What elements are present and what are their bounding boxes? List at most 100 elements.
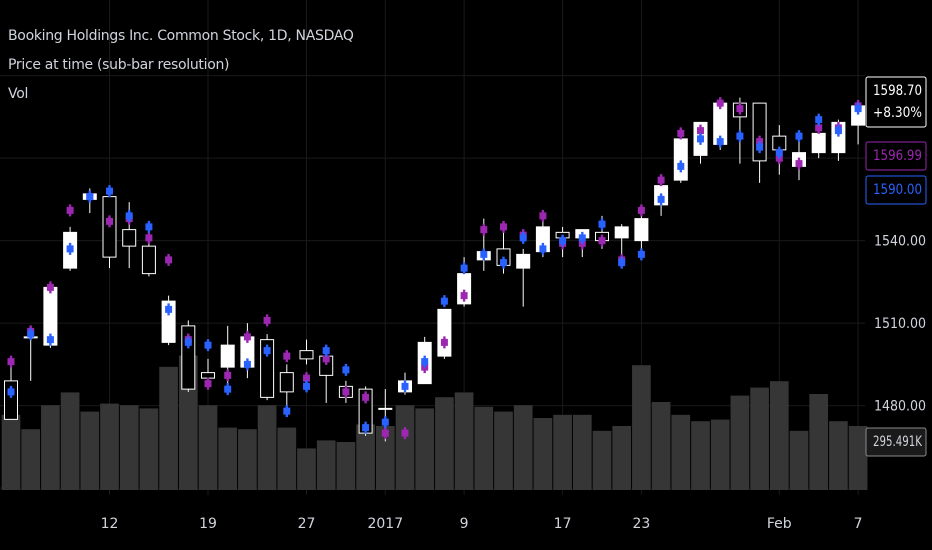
purple-marker — [342, 388, 350, 396]
x-tick-label: 2017 — [367, 516, 403, 532]
x-tick-label: 12 — [101, 516, 119, 532]
x-tick-label: 9 — [460, 516, 469, 532]
blue-marker — [637, 250, 645, 258]
blue-marker-label-text: 1590.00 — [873, 182, 922, 198]
volume-bar — [809, 394, 829, 490]
price-at-time-markers — [7, 97, 862, 440]
blue-marker — [125, 212, 133, 220]
volume-bar — [435, 397, 454, 490]
blue-marker — [834, 127, 842, 135]
blue-marker — [500, 259, 507, 267]
volume-bar — [494, 411, 513, 490]
x-tick-label: Feb — [767, 516, 792, 532]
volume-bar — [218, 427, 238, 490]
blue-marker — [27, 330, 35, 338]
y-tick-label: 1510.00 — [874, 316, 926, 332]
x-tick-label: 19 — [199, 516, 217, 532]
indicator-label[interactable]: Price at time (sub-bar resolution) — [8, 57, 230, 73]
volume-bar — [159, 366, 178, 490]
volume-bar — [100, 403, 119, 490]
y-tick-label: 1480.00 — [874, 399, 926, 415]
blue-marker — [716, 138, 724, 146]
x-tick-label: 23 — [632, 516, 650, 532]
volume-bar — [632, 365, 651, 490]
blue-marker — [184, 338, 192, 346]
blue-marker — [559, 237, 567, 245]
volume-bar — [553, 414, 572, 490]
purple-marker — [637, 206, 645, 214]
volume-bar — [60, 392, 80, 490]
blue-marker — [46, 336, 54, 344]
current-price-label-text: +8.30% — [873, 105, 922, 121]
purple-marker — [500, 223, 507, 231]
candle-body — [811, 132, 826, 154]
candle-body — [141, 245, 156, 275]
blue-marker — [7, 388, 15, 396]
volume-bar — [730, 395, 750, 490]
purple-marker — [795, 160, 803, 168]
blue-marker — [66, 245, 74, 253]
candle-body — [614, 226, 629, 239]
candle-body — [279, 372, 294, 393]
purple-marker — [204, 380, 212, 388]
volume-bars — [1, 355, 868, 490]
purple-marker — [243, 333, 251, 341]
volume-bar — [612, 426, 632, 490]
blue-marker — [303, 382, 310, 390]
purple-marker — [165, 256, 173, 264]
volume-bar — [198, 405, 218, 490]
purple-marker — [716, 99, 724, 107]
volume-bar — [691, 421, 710, 490]
purple-marker — [224, 371, 232, 379]
volume-value-label — [865, 427, 927, 457]
blue-marker — [381, 418, 389, 426]
volume-bar — [651, 402, 671, 490]
volume-bar — [454, 392, 474, 490]
purple-marker — [283, 352, 291, 360]
volume-bar — [710, 419, 730, 490]
symbol-title[interactable]: Booking Holdings Inc. Common Stock, 1D, … — [8, 28, 354, 44]
volume-bar — [297, 448, 316, 490]
candle-body — [673, 138, 688, 181]
volume-bar — [395, 405, 415, 490]
volume-bar — [474, 406, 494, 490]
blue-marker — [657, 195, 665, 203]
current-price-label — [865, 76, 927, 128]
purple-marker — [598, 237, 606, 245]
purple-marker — [736, 105, 744, 113]
blue-marker — [775, 149, 783, 157]
volume-bar — [80, 411, 100, 490]
blue-marker — [401, 382, 409, 390]
purple-marker — [145, 234, 153, 242]
purple-marker — [460, 292, 468, 300]
blue-marker-label — [865, 175, 927, 205]
volume-legend-label[interactable]: Vol — [8, 86, 29, 102]
purple-marker — [7, 358, 15, 366]
blue-marker — [322, 347, 330, 355]
blue-marker — [795, 132, 803, 140]
blue-marker — [86, 193, 94, 201]
purple-marker — [303, 374, 310, 382]
blue-marker — [421, 358, 429, 366]
chart-legend: Booking Holdings Inc. Common Stock, 1D, … — [8, 22, 354, 109]
blue-marker — [598, 220, 606, 228]
blue-marker — [145, 223, 153, 231]
purple-marker — [263, 316, 271, 324]
purple-marker — [815, 124, 823, 132]
volume-bar — [769, 381, 789, 490]
purple-marker — [46, 283, 54, 291]
purple-marker — [480, 226, 488, 234]
x-tick-label: 27 — [298, 516, 316, 532]
blue-marker — [618, 259, 626, 267]
price-labels: 1598.70 +8.30% 1596.99 1590.00 295.491K — [865, 76, 927, 457]
purple-marker — [440, 338, 448, 346]
blue-marker — [815, 116, 823, 124]
purple-marker — [539, 212, 547, 220]
volume-bar — [513, 405, 533, 490]
blue-marker — [539, 245, 547, 253]
purple-marker — [322, 355, 330, 363]
volume-bar — [238, 429, 257, 490]
time-axis: 12 19 27 2017 9 17 23 Feb 7 — [101, 516, 863, 532]
volume-bar — [277, 427, 297, 490]
